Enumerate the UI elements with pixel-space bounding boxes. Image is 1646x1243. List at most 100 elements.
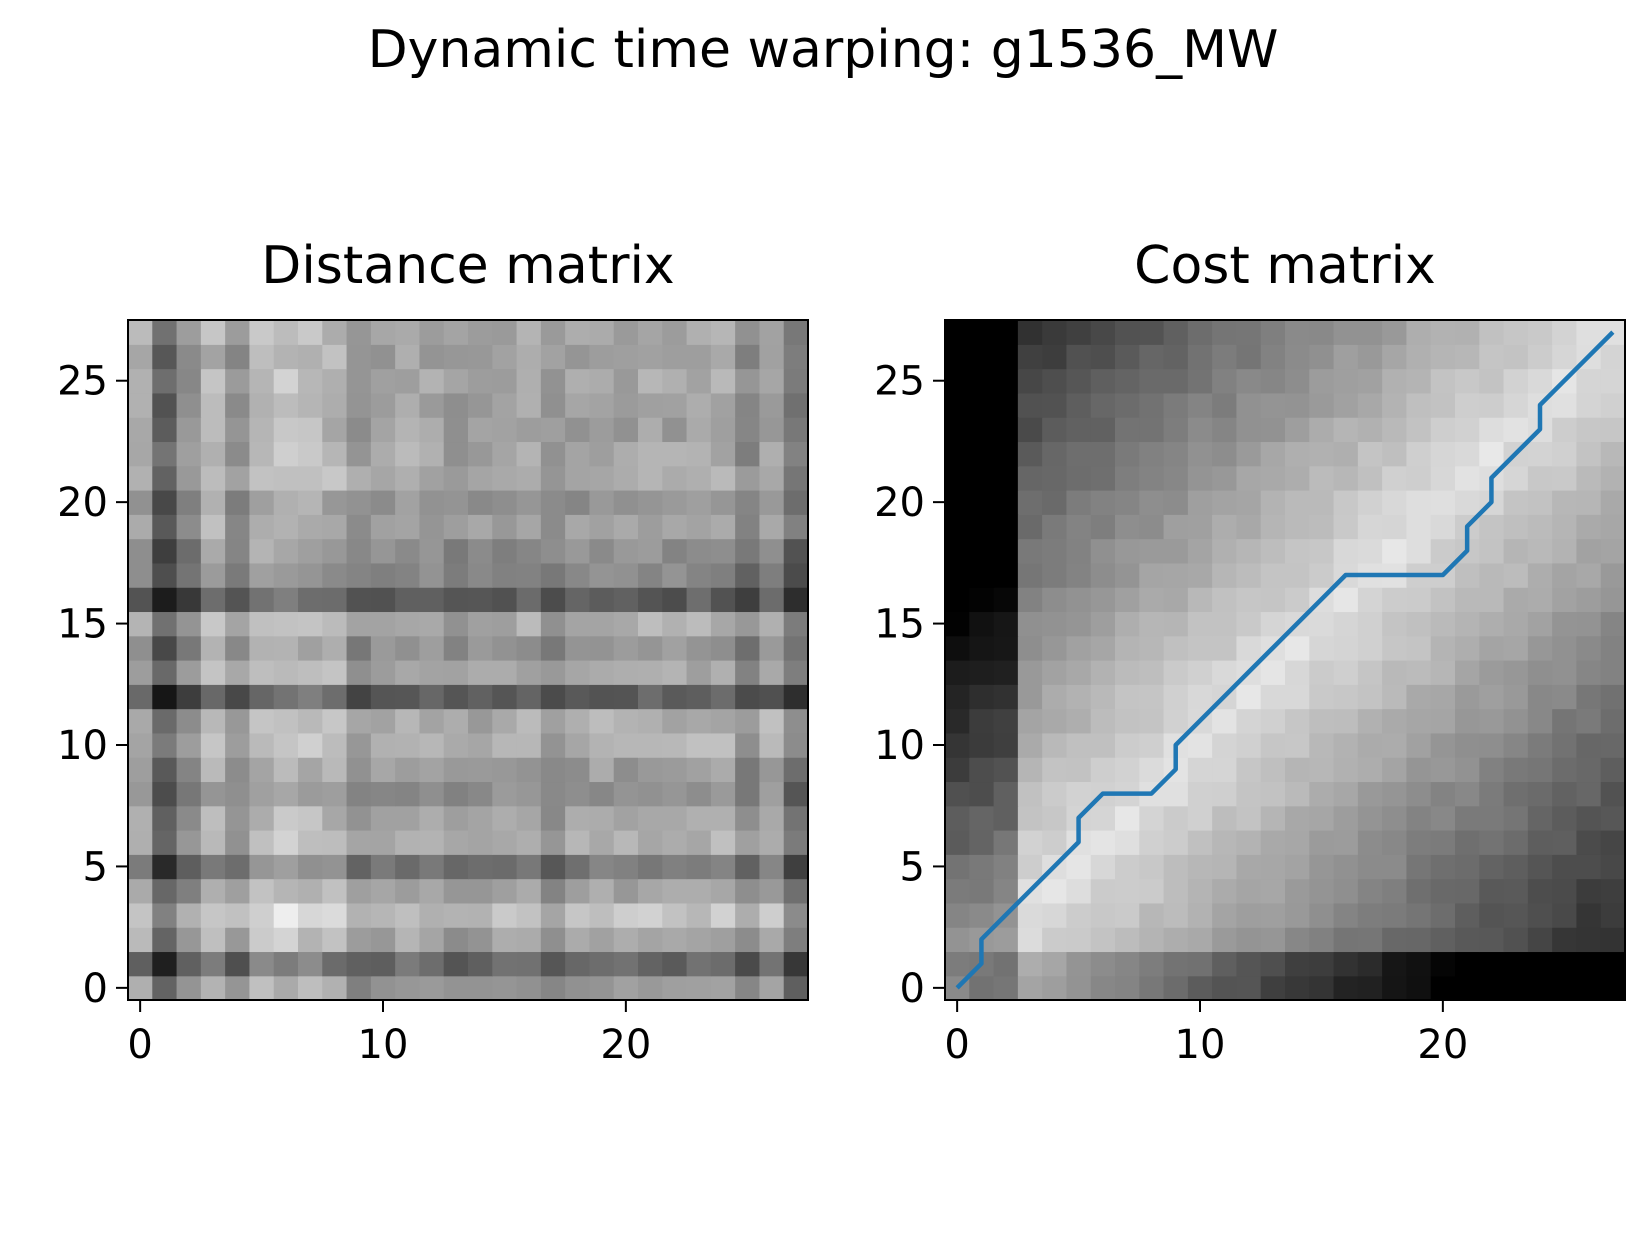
- cost-cell: [1576, 368, 1602, 394]
- cost-cell: [1357, 927, 1383, 953]
- distance-cell: [638, 757, 663, 783]
- cost-cell: [1406, 805, 1432, 831]
- distance-cell: [152, 538, 178, 564]
- cost-cell: [1042, 417, 1068, 443]
- distance-cell: [249, 684, 275, 710]
- cost-cell: [1042, 320, 1068, 345]
- distance-matrix-title: Distance matrix: [261, 236, 675, 296]
- cost-cell: [1406, 927, 1432, 953]
- distance-cell: [128, 854, 153, 880]
- cost-cell: [1406, 830, 1432, 855]
- cost-cell: [1260, 538, 1286, 564]
- distance-cell: [468, 465, 493, 491]
- distance-cell: [128, 830, 153, 855]
- distance-cell: [468, 854, 493, 880]
- cost-cell: [1455, 465, 1480, 491]
- cost-cell: [1090, 392, 1116, 418]
- cost-cell: [1333, 465, 1359, 491]
- cost-cell: [1527, 344, 1553, 370]
- cost-cell: [1115, 514, 1140, 540]
- distance-cell: [443, 975, 469, 1001]
- warping-path-line: [955, 330, 1615, 990]
- cost-cell: [1576, 878, 1602, 904]
- cost-cell: [945, 368, 970, 394]
- distance-cell: [710, 781, 736, 807]
- distance-cell: [613, 732, 639, 758]
- cost-cell: [1042, 344, 1068, 370]
- cost-cell: [1455, 854, 1480, 880]
- distance-cell: [710, 392, 736, 418]
- distance-cell: [613, 951, 639, 977]
- distance-cell: [662, 902, 688, 928]
- cost-cell: [1600, 587, 1626, 613]
- distance-cell: [128, 465, 153, 491]
- distance-cell: [662, 927, 688, 953]
- distance-cell: [322, 635, 348, 661]
- distance-cell: [492, 320, 518, 345]
- cost-cell: [1309, 368, 1335, 394]
- cost-cell: [1406, 902, 1432, 928]
- cost-cell: [1576, 732, 1602, 758]
- distance-cell: [419, 951, 445, 977]
- cost-cell: [1260, 320, 1286, 345]
- cost-cell: [1260, 611, 1286, 637]
- cost-cell: [1090, 830, 1116, 855]
- cost-cell: [1503, 587, 1529, 613]
- distance-cell: [395, 538, 421, 564]
- distance-cell: [759, 562, 785, 588]
- distance-cell: [686, 587, 712, 613]
- distance-cell: [589, 490, 615, 515]
- distance-cell: [443, 708, 469, 734]
- distance-cell: [443, 441, 469, 467]
- cost-cell: [1139, 830, 1165, 855]
- distance-cell: [273, 587, 299, 613]
- cost-cell: [1382, 902, 1408, 928]
- cost-cell: [1430, 441, 1456, 467]
- distance-cell: [200, 344, 226, 370]
- cost-cell: [1455, 781, 1480, 807]
- cost-cell: [1260, 368, 1286, 394]
- distance-cell: [176, 951, 202, 977]
- cost-cell: [1017, 368, 1043, 394]
- distance-cell: [152, 830, 178, 855]
- distance-cell: [273, 781, 299, 807]
- cost-cell: [1455, 757, 1480, 783]
- cost-cell: [1042, 465, 1068, 491]
- distance-cell: [273, 708, 299, 734]
- cost-cell: [1527, 732, 1553, 758]
- cost-cell: [1212, 441, 1238, 467]
- distance-cell: [443, 635, 469, 661]
- cost-cell: [1212, 587, 1238, 613]
- distance-cell: [370, 538, 396, 564]
- cost-cell: [1236, 441, 1262, 467]
- distance-cell: [540, 368, 566, 394]
- cost-cell: [1285, 392, 1310, 418]
- distance-cell: [273, 344, 299, 370]
- cost-cell: [1406, 392, 1432, 418]
- cost-cell: [1260, 465, 1286, 491]
- distance-cell: [492, 927, 518, 953]
- cost-cell: [969, 465, 995, 491]
- cost-cell: [945, 465, 970, 491]
- cost-cell: [1090, 514, 1116, 540]
- cost-cell: [993, 805, 1019, 831]
- distance-cell: [273, 611, 299, 637]
- distance-cell: [346, 562, 372, 588]
- distance-cell: [273, 562, 299, 588]
- distance-cell: [735, 757, 761, 783]
- distance-cell: [613, 587, 639, 613]
- distance-cell: [225, 927, 251, 953]
- cost-cell: [1066, 392, 1092, 418]
- distance-cell: [249, 368, 275, 394]
- distance-cell: [492, 417, 518, 443]
- cost-cell: [945, 441, 970, 467]
- distance-cell: [662, 441, 688, 467]
- cost-cell: [1600, 635, 1626, 661]
- cost-cell: [1017, 392, 1043, 418]
- cost-cell: [1527, 951, 1553, 977]
- distance-cell: [759, 830, 785, 855]
- distance-cell: [176, 587, 202, 613]
- cost-cell: [1430, 320, 1456, 345]
- cost-cell: [945, 660, 970, 685]
- cost-cell: [1357, 344, 1383, 370]
